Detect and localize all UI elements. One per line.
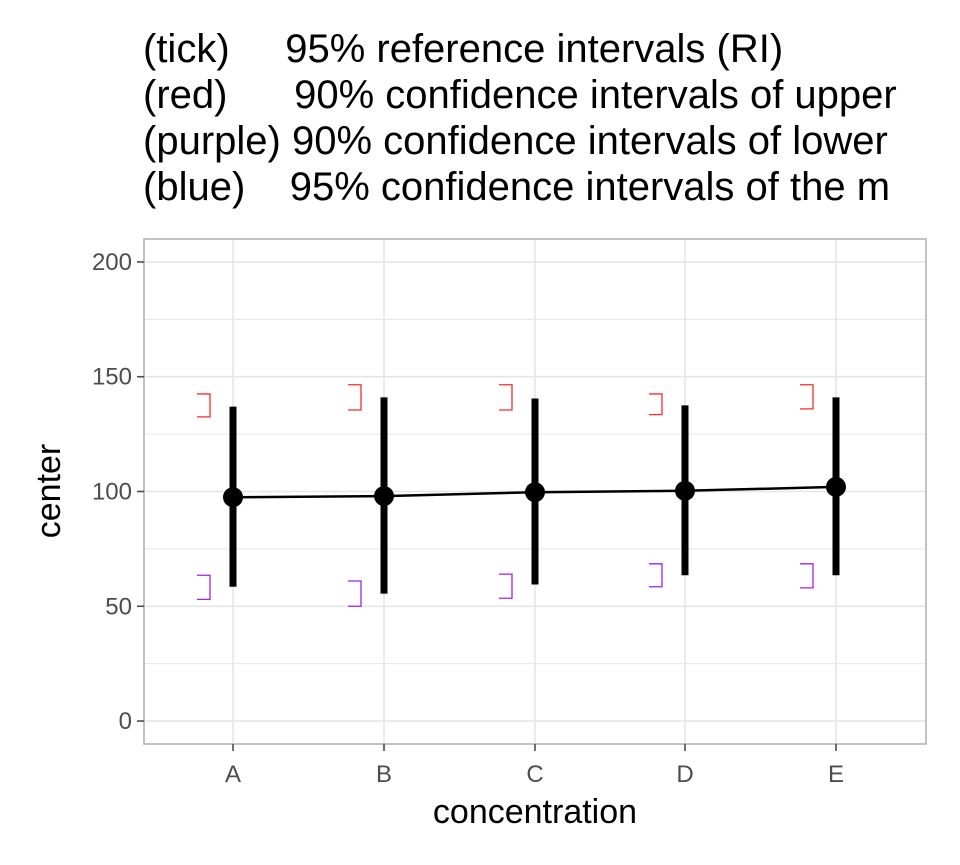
center-point [826, 476, 846, 497]
axes: 0 50 100 150 200 A B C D E [92, 249, 844, 788]
x-tick-label: E [828, 761, 844, 788]
lower-ci-bracket [499, 573, 513, 599]
upper-ci-bracket [499, 384, 513, 411]
lower-ci-bracket [197, 574, 211, 601]
lower-ci-bracket [348, 580, 362, 607]
lower-ci-bracket [649, 563, 663, 588]
x-tick-label: B [376, 761, 392, 788]
title-line-blue: (blue) 95% confidence intervals of the m [143, 165, 891, 209]
center-point [223, 487, 243, 508]
title-line-purple: (purple) 90% confidence intervals of low… [143, 119, 888, 163]
y-axis-title: center [30, 444, 68, 539]
y-tick-label: 0 [119, 708, 132, 735]
x-tick-label: C [526, 761, 543, 788]
title-line-red: (red) 90% confidence intervals of upper [143, 73, 897, 117]
y-tick-label: 150 [92, 364, 132, 391]
y-tick-label: 200 [92, 249, 132, 276]
x-axis-title: concentration [433, 793, 637, 831]
upper-ci-bracket [348, 384, 362, 411]
title-line-tick: (tick) 95% reference intervals (RI) [143, 27, 784, 71]
upper-ci-bracket [800, 384, 814, 410]
x-tick-label: D [676, 761, 693, 788]
data-layer [197, 384, 846, 607]
y-tick-label: 100 [92, 479, 132, 506]
upper-ci-bracket [649, 393, 663, 416]
chart-title: (tick) 95% reference intervals (RI) (red… [143, 26, 960, 210]
center-point [525, 482, 545, 503]
center-point [374, 486, 394, 507]
x-tick-label: A [225, 761, 241, 788]
upper-ci-bracket [197, 393, 211, 418]
lower-ci-bracket [800, 563, 814, 589]
center-point [675, 480, 695, 501]
y-tick-label: 50 [105, 593, 132, 620]
